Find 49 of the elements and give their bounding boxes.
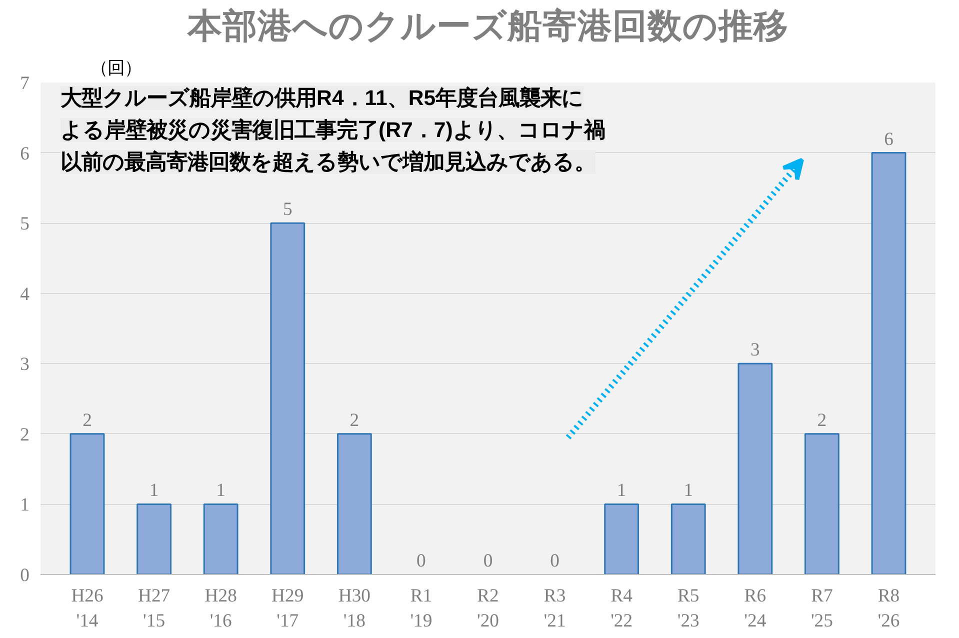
data-label: 0 xyxy=(416,550,426,572)
x-tick-label: H30 '18 xyxy=(338,586,370,632)
data-label: 2 xyxy=(82,410,92,431)
x-tick-label: R4 '22 xyxy=(610,586,634,632)
data-label: 2 xyxy=(350,410,360,431)
bar xyxy=(738,362,773,574)
x-tick-label: R5 '23 xyxy=(677,586,700,632)
chart-title: 本部港へのクルーズ船寄港回数の推移 xyxy=(186,6,788,46)
y-tick-label: 3 xyxy=(20,354,30,376)
x-tick-label: R1 '19 xyxy=(410,586,432,632)
annotation: よる岸壁被災の災害復旧工事完了(R7．7)より、コロナ禍 xyxy=(60,118,605,142)
bar xyxy=(136,503,172,574)
data-label: 1 xyxy=(216,480,226,502)
data-label: 2 xyxy=(817,410,827,431)
x-tick-label: H26 '14 xyxy=(71,586,104,632)
x-tick-label: R2 '20 xyxy=(476,586,500,632)
x-tick-label: R8 '26 xyxy=(878,586,900,632)
x-tick-label: H29 '17 xyxy=(272,586,304,632)
annotation: 大型クルーズ船岸壁の供用R4．11、R5年度台風襲来に xyxy=(60,86,584,110)
y-tick-label: 5 xyxy=(20,214,30,235)
bar xyxy=(203,503,238,574)
x-tick-label: R6 '24 xyxy=(744,586,767,632)
y-tick-label: 7 xyxy=(20,73,30,94)
x-tick-label: R7 '25 xyxy=(810,586,833,632)
data-label: 0 xyxy=(483,550,493,572)
bar xyxy=(336,433,372,574)
x-tick-label: H27 '15 xyxy=(138,586,170,632)
y-axis-title: （回） xyxy=(90,58,142,78)
data-label: 5 xyxy=(282,199,292,220)
data-label: 6 xyxy=(884,128,894,150)
y-tick-label: 1 xyxy=(20,494,30,516)
x-tick-label: H28 '16 xyxy=(204,586,237,632)
data-label: 3 xyxy=(750,340,760,361)
data-label: 1 xyxy=(684,480,694,502)
y-tick-label: 0 xyxy=(20,565,30,586)
y-tick-label: 4 xyxy=(20,284,30,305)
annotation: 以前の最高寄港回数を超える勢いで増加見込みである。 xyxy=(60,150,596,174)
data-label: 1 xyxy=(616,480,626,502)
y-tick-label: 2 xyxy=(20,424,30,446)
bar xyxy=(70,433,105,574)
data-label: 0 xyxy=(550,550,560,572)
bar xyxy=(871,152,906,574)
bar xyxy=(604,503,640,574)
bar xyxy=(804,433,840,574)
data-label: 1 xyxy=(149,480,159,502)
bar xyxy=(670,503,706,574)
x-tick-label: R3 '21 xyxy=(544,586,566,632)
bar xyxy=(270,222,306,574)
y-tick-label: 6 xyxy=(20,143,30,164)
